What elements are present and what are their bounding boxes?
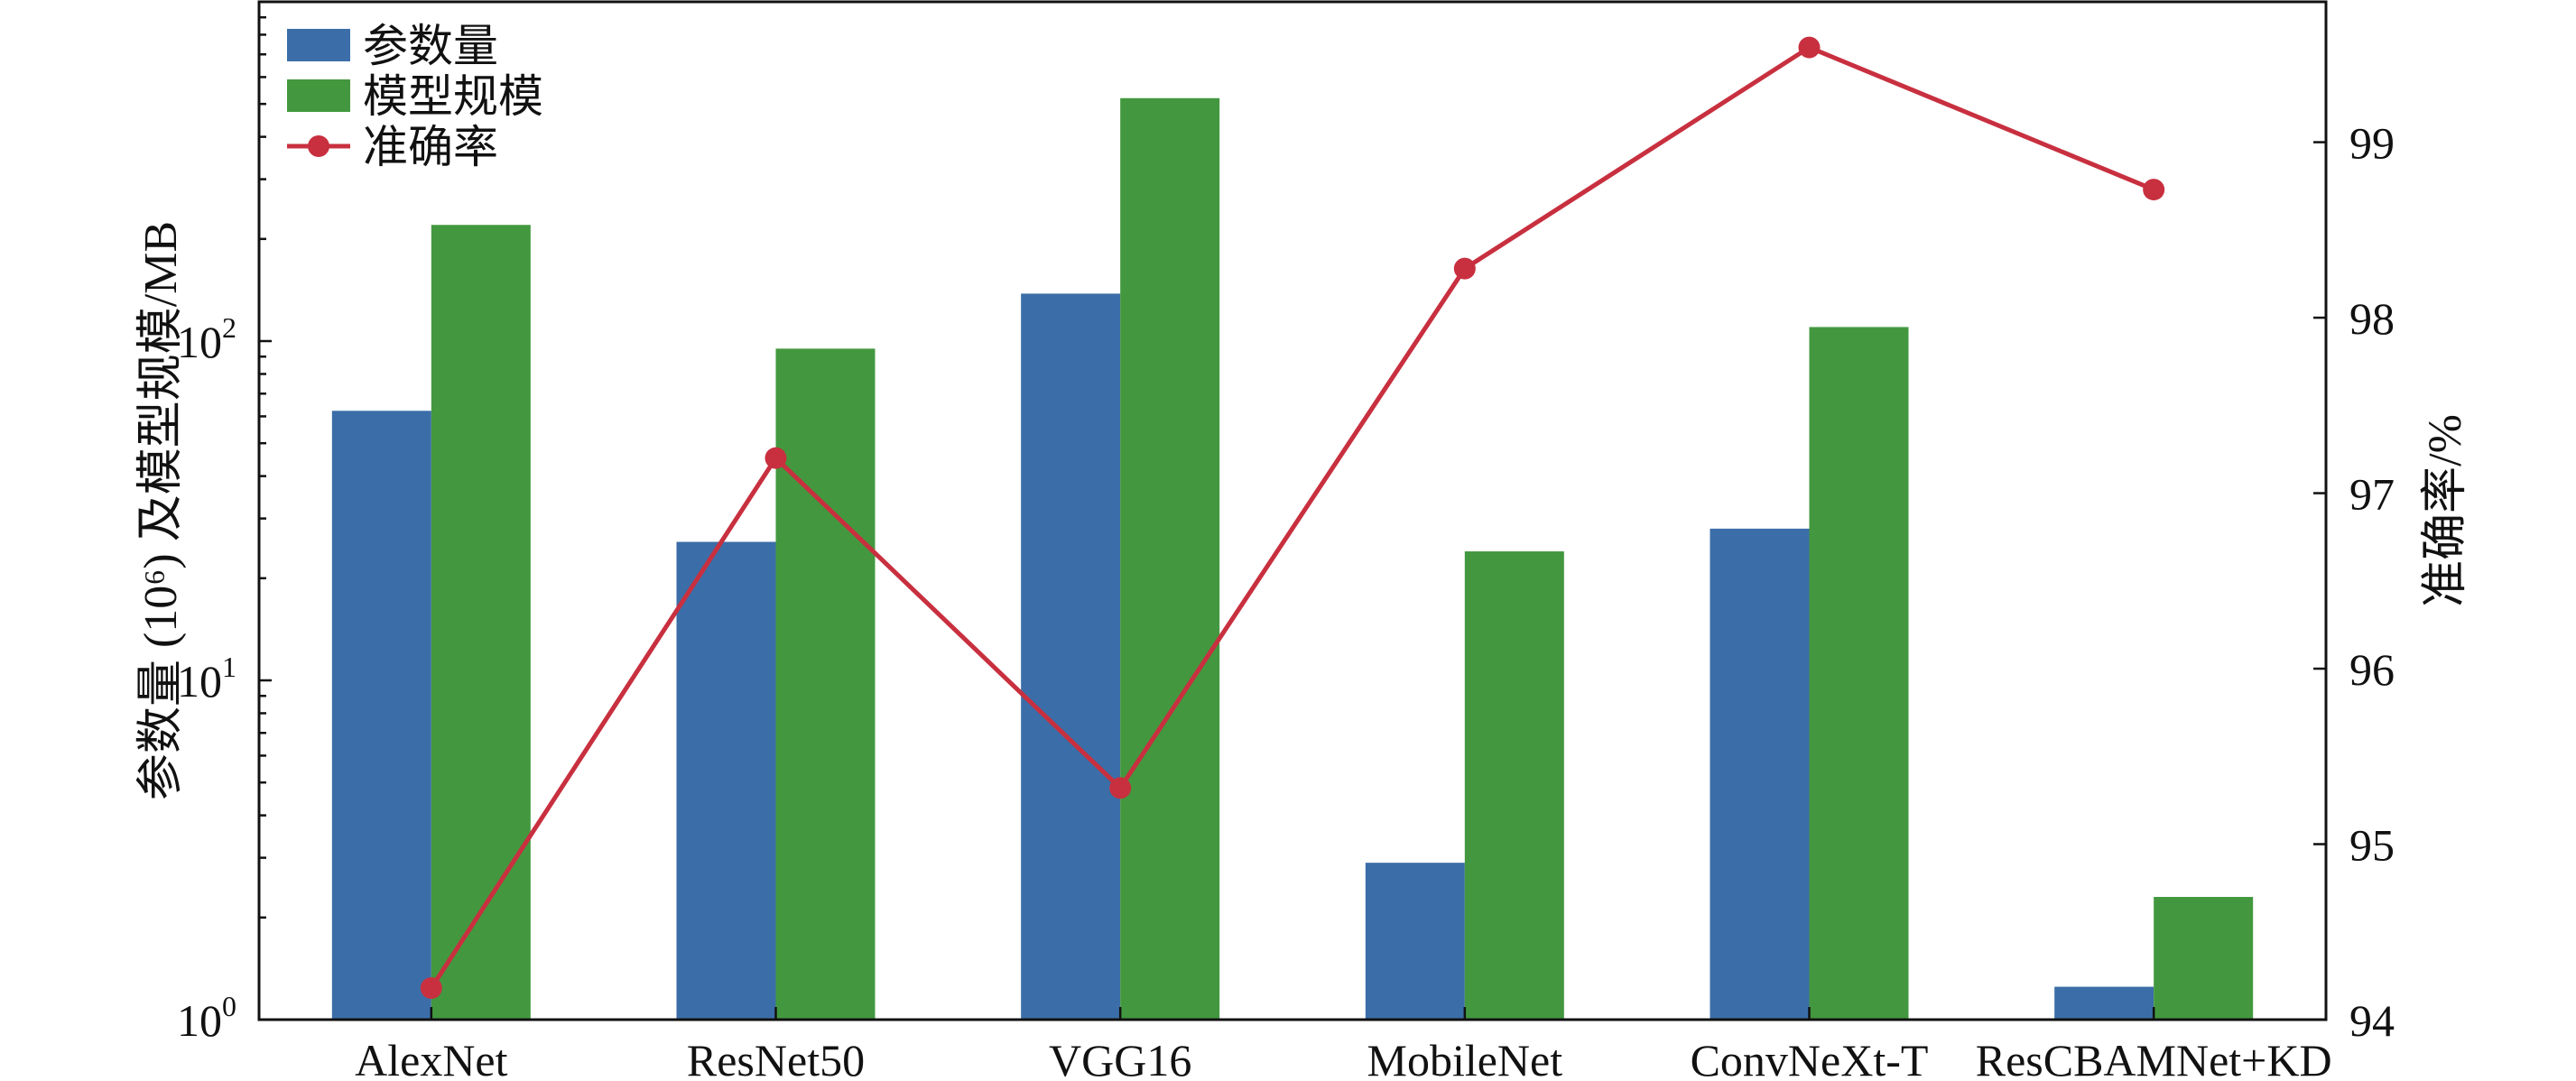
accuracy-point-1 bbox=[764, 447, 787, 469]
x-axis-labels: AlexNet ResNet50 VGG16 MobileNet ConvNeXt-T R… bbox=[355, 1007, 2332, 1081]
bar-parameters-5 bbox=[2054, 986, 2154, 1020]
bar-model-size-5 bbox=[2154, 896, 2254, 1020]
x-tick-label-3: MobileNet bbox=[1367, 1035, 1563, 1081]
legend-swatch-1 bbox=[287, 79, 350, 112]
bar-parameters-4 bbox=[1710, 528, 1810, 1020]
accuracy-point-4 bbox=[1798, 36, 1821, 59]
plot-frame bbox=[257, 0, 2328, 1021]
accuracy-point-5 bbox=[2143, 179, 2165, 201]
right-tick-label-5: 99 bbox=[2349, 118, 2395, 169]
legend-swatch-0 bbox=[287, 29, 350, 61]
bars-parameters bbox=[331, 293, 2154, 1021]
legend-marker-2 bbox=[308, 135, 329, 157]
left-axis-ticks: 100 101 102 bbox=[177, 15, 272, 1046]
left-tick-label-1: 101 bbox=[177, 651, 236, 707]
bar-model-size-2 bbox=[1120, 97, 1220, 1021]
left-tick-label-0: 100 bbox=[177, 990, 236, 1046]
x-tick-label-1: ResNet50 bbox=[687, 1035, 865, 1081]
legend-label-0: 参数量 bbox=[363, 21, 498, 71]
x-tick-label-2: VGG16 bbox=[1049, 1035, 1191, 1081]
accuracy-polyline bbox=[429, 45, 2155, 990]
accuracy-point-0 bbox=[420, 976, 442, 999]
x-tick-label-5: ResCBAMNet+KD bbox=[1976, 1035, 2332, 1081]
bar-model-size-0 bbox=[431, 225, 531, 1020]
x-tick-label-0: AlexNet bbox=[355, 1035, 507, 1081]
bar-model-size-3 bbox=[1464, 551, 1564, 1020]
right-tick-label-3: 97 bbox=[2349, 469, 2395, 520]
right-tick-label-4: 98 bbox=[2349, 293, 2395, 344]
x-tick-label-4: ConvNeXt-T bbox=[1691, 1035, 1929, 1081]
legend-label-1: 模型规模 bbox=[363, 71, 543, 122]
right-tick-label-2: 96 bbox=[2349, 644, 2395, 695]
bar-parameters-2 bbox=[1021, 293, 1121, 1020]
right-axis-ticks: 94 95 96 97 98 99 bbox=[2313, 118, 2395, 1046]
accuracy-line bbox=[420, 36, 2165, 999]
y-axis-label: 参数量 (10⁶) 及模型规模/MB bbox=[135, 221, 187, 800]
legend-label-2: 准确率 bbox=[363, 122, 498, 172]
accuracy-point-2 bbox=[1109, 777, 1132, 799]
bar-parameters-0 bbox=[331, 411, 431, 1021]
bar-parameters-3 bbox=[1365, 863, 1465, 1020]
right-tick-label-1: 95 bbox=[2349, 820, 2395, 871]
right-tick-label-0: 94 bbox=[2349, 995, 2395, 1046]
left-tick-label-2: 102 bbox=[177, 311, 236, 367]
y2-axis-label: 准确率/% bbox=[2420, 414, 2471, 607]
bar-model-size-1 bbox=[775, 348, 876, 1020]
bars-model-size bbox=[431, 97, 2254, 1021]
bar-model-size-4 bbox=[1809, 327, 1909, 1020]
accuracy-point-3 bbox=[1453, 257, 1476, 280]
bar-parameters-1 bbox=[676, 541, 776, 1020]
